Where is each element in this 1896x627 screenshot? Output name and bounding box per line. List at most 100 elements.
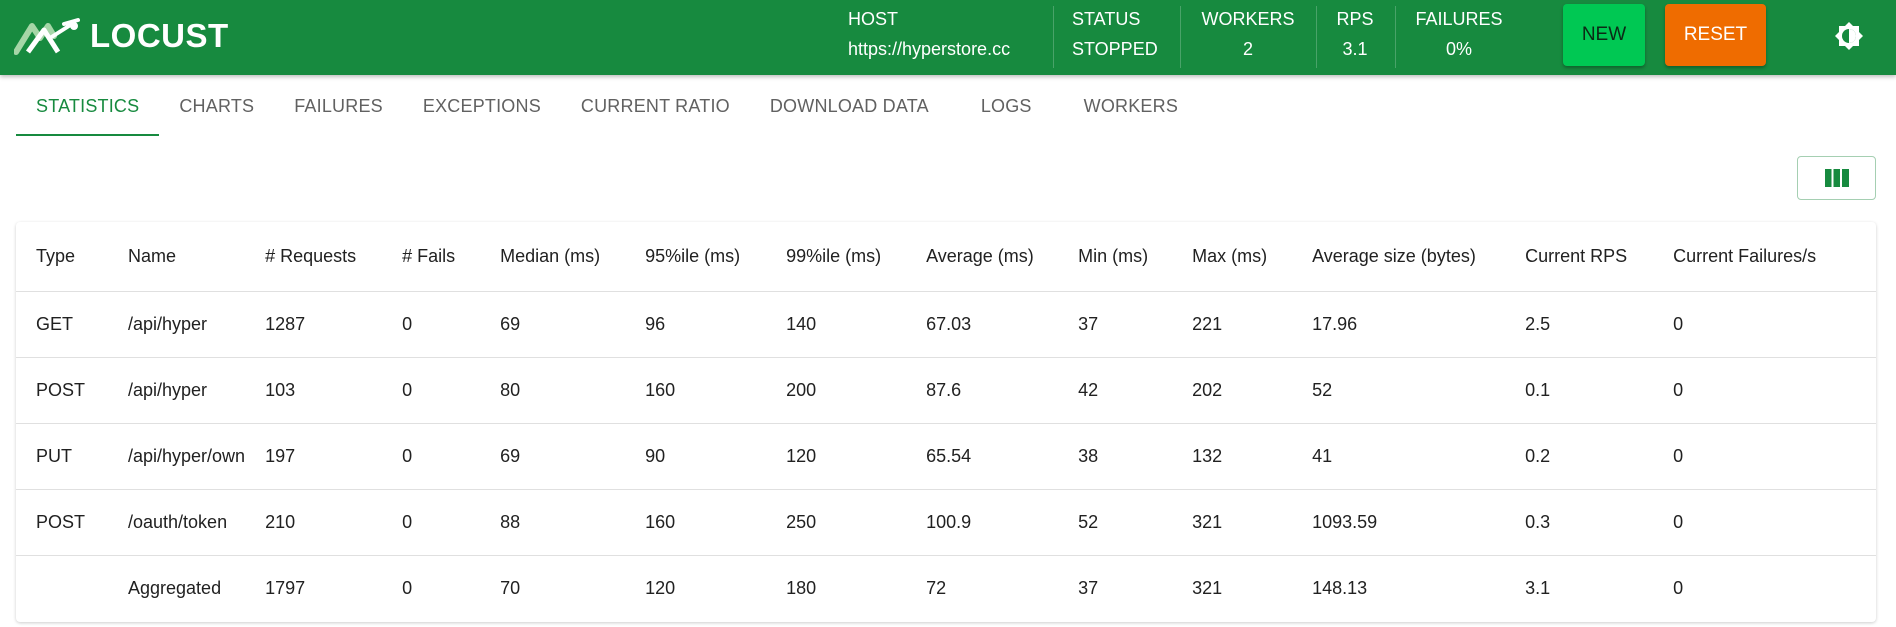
locust-logo[interactable]: LOCUST: [14, 16, 229, 56]
column-header[interactable]: Type: [16, 222, 108, 292]
column-header[interactable]: Average size (bytes): [1292, 222, 1506, 292]
table-cell: 80: [480, 357, 626, 424]
table-cell: 0: [1653, 291, 1876, 358]
top-header: LOCUST HOST https://hyperstore.cc STATUS…: [0, 0, 1896, 75]
table-cell: 52: [1292, 357, 1506, 424]
column-header[interactable]: Max (ms): [1172, 222, 1293, 292]
header-divider: [1395, 6, 1396, 68]
column-header[interactable]: 99%ile (ms): [766, 222, 907, 292]
workers-stat: WORKERS 2: [1200, 0, 1296, 75]
tab-download-data[interactable]: DOWNLOAD DATA: [769, 96, 929, 116]
column-header[interactable]: # Fails: [382, 222, 481, 292]
table-cell: 0: [382, 357, 481, 424]
table-cell: 41: [1292, 423, 1506, 490]
table-cell: 88: [480, 489, 626, 556]
tab-logs[interactable]: LOGS: [980, 96, 1032, 116]
table-cell: /api/hyper/own: [108, 423, 246, 490]
host-value: https://hyperstore.cc: [848, 39, 1011, 59]
table-cell: 70: [500, 577, 521, 598]
failures-value: 0%: [1445, 39, 1472, 59]
rps-value: 3.1: [1342, 39, 1368, 59]
new-test-button[interactable]: NEW: [1563, 4, 1645, 66]
header-divider: [1180, 6, 1181, 68]
status-label: STATUS: [1072, 9, 1141, 29]
header-divider: [1316, 6, 1317, 68]
column-header[interactable]: Current RPS: [1505, 222, 1654, 292]
table-cell: /api/hyper: [108, 291, 246, 358]
view-column-icon: [1824, 169, 1849, 187]
host-label: HOST: [848, 9, 899, 29]
table-cell: 90: [625, 423, 767, 490]
tab-statistics[interactable]: STATISTICS: [16, 80, 160, 136]
select-columns-button[interactable]: [1797, 156, 1876, 200]
table-row: POST/api/hyper 103 0 80 160 200 87.6 42 202 52 0.1…: [16, 357, 1876, 424]
table-row: PUT/api/hyper/own 197 0 69 90 120 65.54 38 132 41…: [16, 423, 1876, 490]
table-cell: 210: [245, 489, 383, 556]
table-cell: 0.3: [1505, 489, 1654, 556]
column-header[interactable]: # Requests: [245, 222, 383, 292]
table-cell: 100.9: [906, 489, 1059, 556]
table-cell: 0: [382, 291, 481, 358]
table-cell: 0: [382, 489, 481, 556]
table-cell: 0: [1653, 489, 1876, 556]
table-cell: Aggregated: [128, 577, 222, 598]
table-cell: 37: [1078, 577, 1099, 598]
table-cell: 17.96: [1292, 291, 1506, 358]
column-header[interactable]: 95%ile (ms): [625, 222, 767, 292]
table-cell: 140: [766, 291, 907, 358]
rps-label: RPS: [1336, 9, 1374, 29]
table-cell: 1287: [245, 291, 383, 358]
table-cell: 67.03: [906, 291, 1059, 358]
column-header[interactable]: Current Failures/s: [1653, 222, 1876, 292]
table-row: GET/api/hyper 1287 0 69 96 140 67.03 37 221 17.96…: [16, 291, 1876, 358]
table-cell: 3.1: [1525, 577, 1551, 598]
statistics-table-card: Type Name # Requests # Fails Median (ms) 95%i…: [16, 222, 1876, 622]
table-cell: 132: [1172, 423, 1293, 490]
table-cell: 0: [1653, 423, 1876, 490]
table-cell: 0.1: [1505, 357, 1654, 424]
table-cell: 69: [480, 423, 626, 490]
table-cell: 2.5: [1505, 291, 1654, 358]
table-header-row: Type Name # Requests # Fails Median (ms) 95%i…: [16, 222, 1876, 292]
tab-charts[interactable]: CHARTS: [179, 96, 255, 116]
table-cell: 103: [245, 357, 383, 424]
tab-current-ratio[interactable]: CURRENT RATIO: [580, 96, 730, 116]
column-header[interactable]: Average (ms): [906, 222, 1059, 292]
table-cell: 197: [245, 423, 383, 490]
table-cell: 120: [645, 577, 676, 598]
column-header[interactable]: Min (ms): [1058, 222, 1173, 292]
table-cell: 200: [766, 357, 907, 424]
column-header[interactable]: Median (ms): [480, 222, 626, 292]
table-cell: 0: [402, 577, 413, 598]
table-cell: POST: [16, 489, 108, 556]
column-header[interactable]: Name: [108, 222, 246, 292]
tab-failures[interactable]: FAILURES: [294, 96, 383, 116]
table-cell: 148.13: [1312, 577, 1368, 598]
table-cell: 42: [1058, 357, 1173, 424]
table-cell: 250: [766, 489, 907, 556]
nav-tabs: STATISTICS CHARTS FAILURES EXCEPTIONS CU…: [16, 80, 1198, 136]
table-cell: 202: [1172, 357, 1293, 424]
table-cell: 72: [926, 577, 947, 598]
status-value: STOPPED: [1072, 39, 1158, 59]
reset-stats-button[interactable]: RESET: [1665, 4, 1766, 66]
tab-exceptions[interactable]: EXCEPTIONS: [422, 96, 541, 116]
workers-value: 2: [1242, 39, 1253, 59]
table-cell: 37: [1058, 291, 1173, 358]
table-cell: 38: [1058, 423, 1173, 490]
table-cell: PUT: [16, 423, 108, 490]
workers-label: WORKERS: [1201, 9, 1295, 29]
table-cell: GET: [16, 291, 108, 358]
statistics-table: Type Name # Requests # Fails Median (ms) 95%i…: [16, 222, 1876, 621]
table-cell: 180: [786, 577, 817, 598]
table-row: POST/oauth/token 210 0 88 160 250 100.9 52 321 10…: [16, 489, 1876, 556]
table-cell: 160: [625, 357, 767, 424]
tab-workers[interactable]: WORKERS: [1083, 96, 1179, 116]
theme-toggle-button[interactable]: [1833, 20, 1865, 52]
table-cell: 321: [1192, 577, 1223, 598]
header-divider: [1053, 6, 1054, 68]
locust-logo-icon: [14, 18, 80, 55]
table-cell: 0: [1673, 577, 1684, 598]
table-cell: 160: [625, 489, 767, 556]
table-cell: 321: [1172, 489, 1293, 556]
